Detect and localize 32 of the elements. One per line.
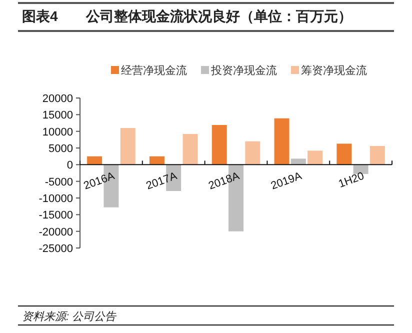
bar: [370, 146, 385, 165]
y-tick-label: -20000: [38, 226, 73, 238]
bar: [87, 156, 102, 165]
legend-label: 筹资净现金流: [301, 64, 367, 77]
x-tick-label: 2017A: [144, 170, 180, 192]
bar: [212, 125, 227, 165]
legend-label: 投资净现金流: [210, 64, 277, 77]
bar: [182, 134, 198, 165]
bar: [308, 150, 323, 165]
x-tick-label: 2019A: [269, 170, 304, 192]
y-tick-label: -5000: [44, 176, 73, 188]
bar: [149, 156, 164, 165]
legend-label: 经营净现金流: [121, 64, 187, 77]
y-tick-label: -25000: [38, 243, 73, 255]
x-tick-label: 2016A: [82, 170, 117, 192]
chart-title: 图表4 公司整体现金流状况良好（单位：百万元）: [22, 8, 352, 24]
bar: [336, 144, 352, 165]
y-tick-label: 15000: [42, 110, 73, 122]
x-tick-label: 1H20: [337, 170, 366, 190]
bar: [245, 141, 260, 165]
y-tick-label: 20000: [42, 93, 73, 105]
bar: [290, 158, 306, 165]
bar: [120, 128, 136, 165]
y-tick-label: 5000: [48, 143, 73, 155]
y-tick-label: -10000: [38, 193, 73, 205]
y-tick-label: -15000: [38, 210, 73, 222]
y-tick-label: 10000: [42, 126, 73, 138]
bar: [274, 118, 290, 165]
y-tick-label: 0: [66, 160, 73, 172]
text: 资料来源: 公司公告: [22, 310, 118, 323]
x-tick-label: 2018A: [207, 170, 242, 192]
bar: [353, 164, 368, 174]
